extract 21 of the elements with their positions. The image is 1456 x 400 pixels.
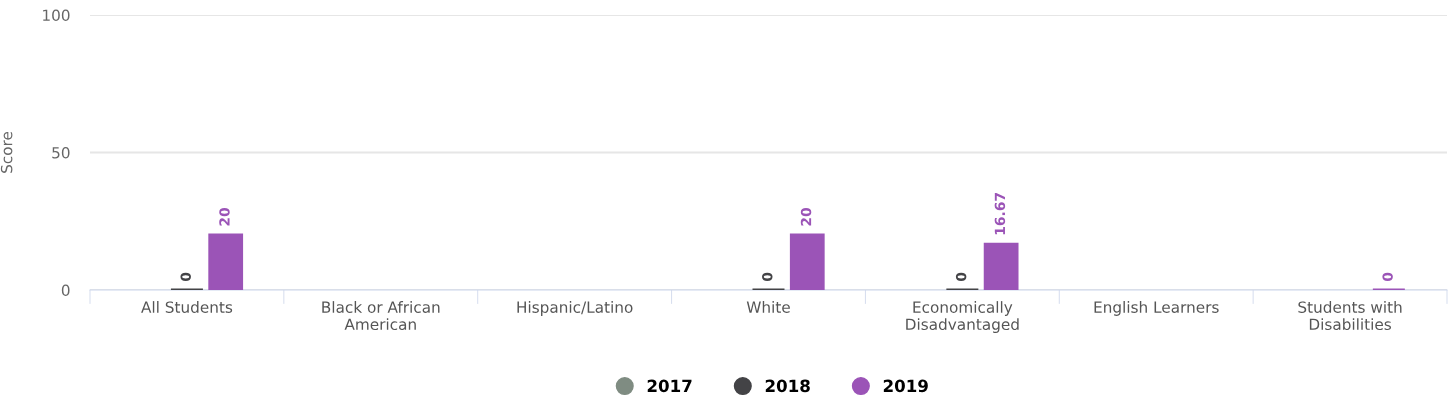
x-tick-label: Black or African American (322, 301, 440, 331)
data-label: 20 (219, 208, 230, 226)
legend-label: 2018 (765, 379, 810, 393)
x-tick-label: White (746, 301, 790, 313)
data-label: 20 (800, 208, 812, 226)
legend-label: 2019 (883, 379, 928, 393)
y-tick-label: 50 (52, 146, 70, 159)
y-tick-label: 0 (61, 284, 70, 297)
x-tick-label: Hispanic/Latino (517, 301, 633, 316)
data-label: 0 (955, 272, 967, 281)
y-axis-title: Score (0, 131, 13, 173)
x-tick-label: Students with Disabilities (1298, 301, 1402, 331)
data-label: 16.67 (994, 193, 1006, 235)
data-label: 0 (1382, 272, 1393, 281)
data-label: 0 (180, 272, 191, 281)
data-label: 0 (762, 272, 773, 281)
legend-label: 2017 (647, 379, 692, 393)
y-tick-label: 100 (43, 9, 70, 22)
x-tick-label: All Students (141, 301, 233, 313)
x-tick-label: English Learners (1094, 301, 1219, 316)
x-tick-label: Economically Disadvantaged (906, 301, 1019, 333)
